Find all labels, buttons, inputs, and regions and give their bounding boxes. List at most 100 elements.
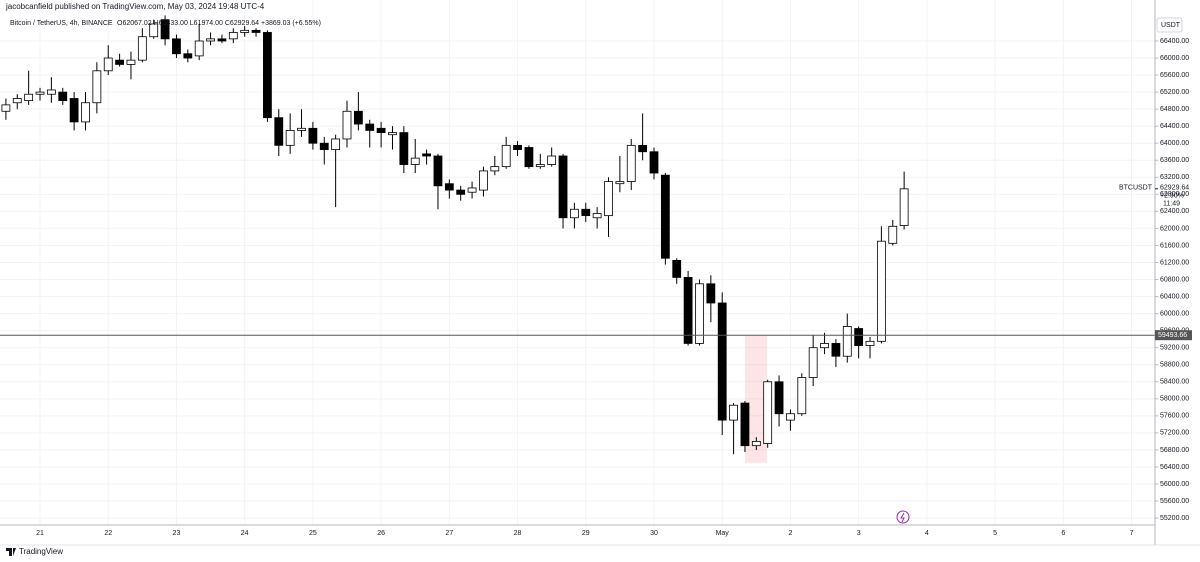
candle-body — [501, 144, 511, 168]
candle — [251, 28, 261, 37]
logo-mark — [6, 548, 16, 556]
candle — [876, 226, 886, 344]
y-tick-label: 65200.00 — [1160, 89, 1189, 96]
candle-body — [194, 40, 204, 57]
candle — [137, 28, 147, 63]
grid — [0, 0, 1155, 525]
candle — [263, 30, 272, 122]
candle — [751, 437, 761, 450]
candle-body — [263, 32, 272, 119]
candle-body — [763, 381, 773, 444]
y-tick-label: 55600.00 — [1160, 498, 1189, 505]
candle — [46, 77, 56, 103]
candle-body — [228, 32, 238, 40]
candle-body — [308, 127, 318, 144]
candle-body — [672, 259, 682, 278]
candle-body — [35, 91, 45, 95]
candle-body — [774, 381, 784, 415]
y-tick-label: 58400.00 — [1160, 379, 1189, 386]
candle — [490, 156, 500, 176]
candle-body — [626, 144, 636, 182]
candle — [820, 332, 829, 355]
candle-body — [126, 59, 136, 65]
candle-body — [172, 38, 181, 55]
candle-body — [410, 157, 420, 165]
y-tick-label: 66000.00 — [1160, 55, 1189, 62]
candle — [854, 326, 864, 359]
legend-symbol: Bitcoin / TetherUS, 4h, BINANCE — [10, 20, 113, 27]
candle — [433, 153, 443, 210]
candle — [240, 26, 250, 37]
candle-body — [251, 29, 261, 33]
candle — [81, 92, 90, 131]
candle-body — [12, 98, 22, 104]
candle-body — [854, 328, 864, 346]
candle-body — [899, 188, 909, 226]
candle-body — [547, 155, 557, 165]
candle-body — [479, 170, 488, 191]
candle — [24, 70, 34, 105]
event-icon-bolt — [900, 512, 905, 523]
x-tick-label: 3 — [857, 530, 861, 537]
candle — [547, 147, 557, 167]
x-tick-label: May — [716, 530, 730, 537]
plot — [0, 15, 1155, 455]
candle — [524, 145, 534, 169]
candle — [183, 49, 193, 63]
unit-box — [1156, 17, 1183, 33]
x-tick-label: 7 — [1130, 530, 1134, 537]
candle-body — [876, 240, 886, 342]
candle-body — [467, 187, 477, 193]
candle-body — [217, 38, 227, 42]
axis-unit: USDT — [1161, 22, 1181, 29]
candle — [831, 339, 841, 367]
candle-body — [786, 413, 795, 421]
candle-body — [365, 123, 375, 131]
candle-body — [46, 89, 56, 95]
candle-body — [137, 36, 147, 61]
candle-body — [797, 377, 807, 415]
candle-body — [160, 19, 170, 40]
candle — [35, 87, 45, 101]
candle-body — [353, 110, 363, 125]
x-tick-label: 4 — [925, 530, 929, 537]
y-tick-label: 59200.00 — [1160, 345, 1189, 352]
candle — [695, 279, 704, 346]
candle-body — [581, 208, 591, 217]
candle-body — [740, 402, 750, 447]
candle — [206, 32, 215, 46]
price-line-label: 59493.66 — [1158, 332, 1187, 339]
candle-body — [456, 189, 466, 195]
y-tick-label: 56000.00 — [1160, 481, 1189, 488]
candle — [581, 202, 591, 223]
y-tick-label: 60800.00 — [1160, 276, 1189, 283]
y-tick-label: 62000.00 — [1160, 225, 1189, 232]
legend-ohlc: O62067.02 H63333.00 L61974.00 C62929.64 … — [117, 20, 321, 27]
y-tick-label: 63600.00 — [1160, 157, 1189, 164]
candle-body — [615, 181, 625, 185]
candle-body — [558, 155, 568, 219]
candle — [842, 313, 852, 363]
x-tick-label: 25 — [309, 530, 317, 537]
candle — [729, 403, 738, 455]
x-tick-label: 23 — [173, 530, 181, 537]
y-tick-label: 58800.00 — [1160, 362, 1189, 369]
y-tick-label: 57600.00 — [1160, 413, 1189, 420]
x-tick-label: 27 — [445, 530, 453, 537]
candle-body — [1, 104, 11, 112]
candle-body — [399, 132, 409, 165]
y-tick-label: 65600.00 — [1160, 72, 1189, 79]
candle-body — [729, 404, 738, 421]
candle-body — [592, 213, 602, 219]
candle — [365, 119, 375, 148]
candle — [1, 98, 11, 120]
candle — [672, 258, 682, 284]
candle — [149, 19, 159, 39]
candle — [422, 149, 431, 165]
candle — [69, 92, 79, 131]
candle — [376, 121, 386, 148]
candle — [353, 92, 363, 131]
candle-body — [92, 70, 102, 104]
candle — [172, 34, 181, 59]
